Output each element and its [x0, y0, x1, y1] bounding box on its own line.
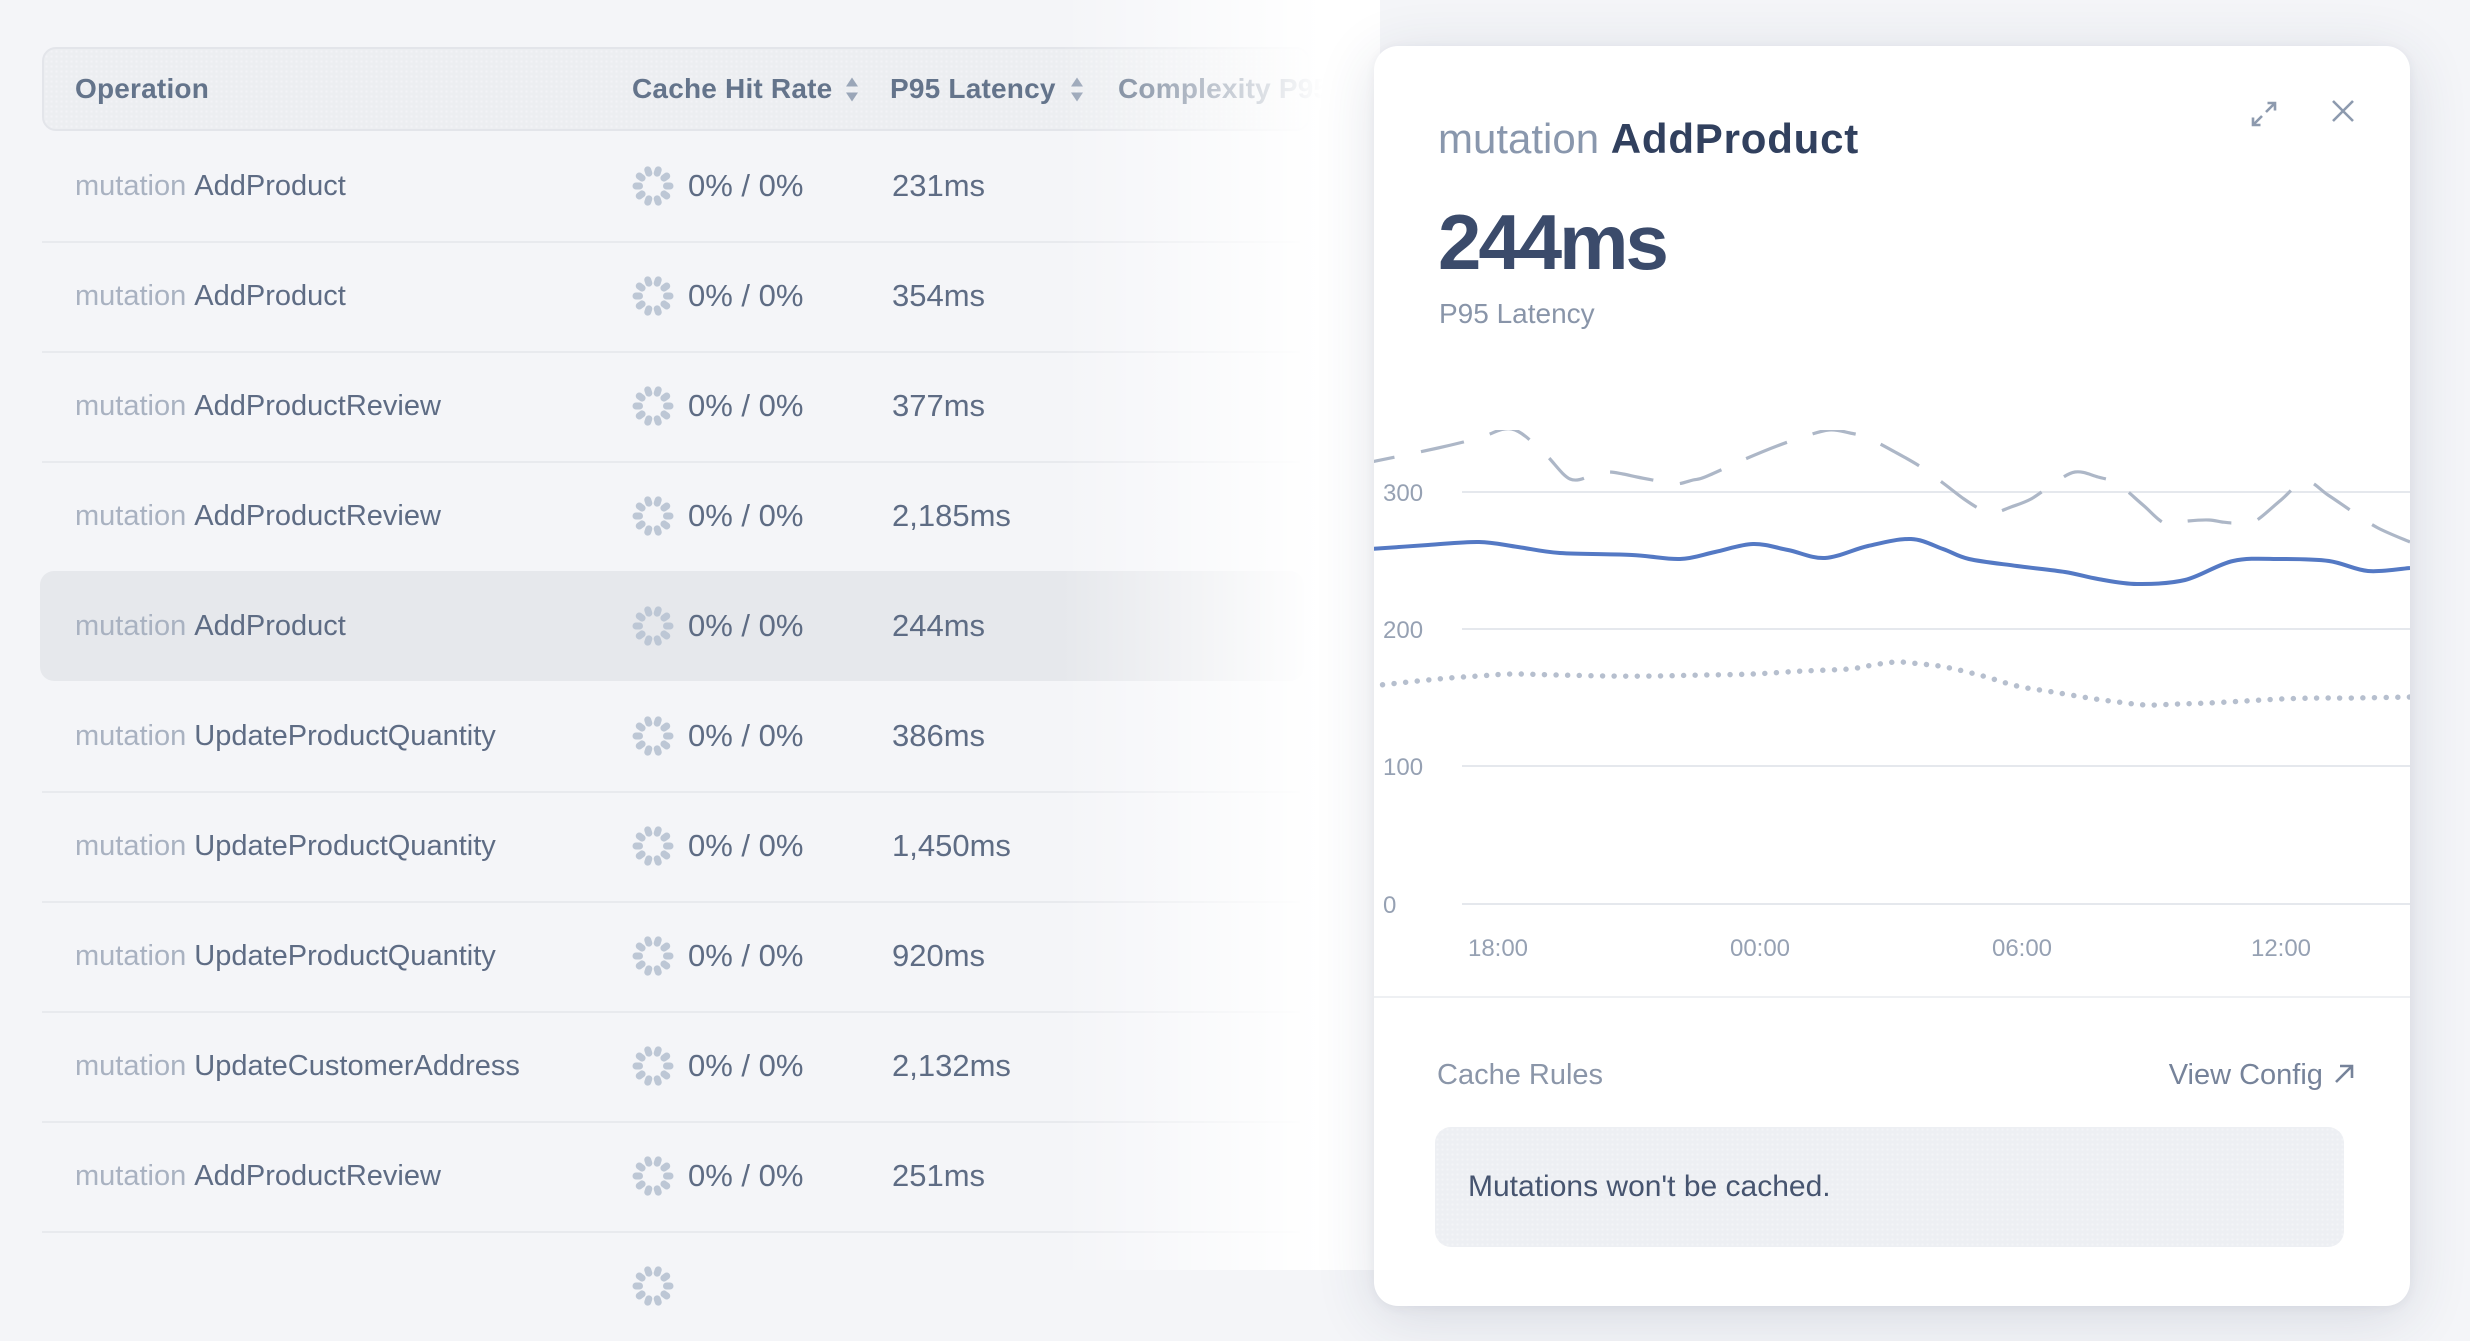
svg-text:300: 300: [1383, 480, 1423, 507]
svg-text:18:00: 18:00: [1468, 935, 1528, 962]
svg-text:06:00: 06:00: [1992, 935, 2052, 962]
svg-text:00:00: 00:00: [1730, 935, 1790, 962]
svg-text:0: 0: [1383, 892, 1396, 919]
svg-text:12:00: 12:00: [2251, 935, 2311, 962]
svg-text:200: 200: [1383, 617, 1423, 644]
svg-text:100: 100: [1383, 754, 1423, 781]
